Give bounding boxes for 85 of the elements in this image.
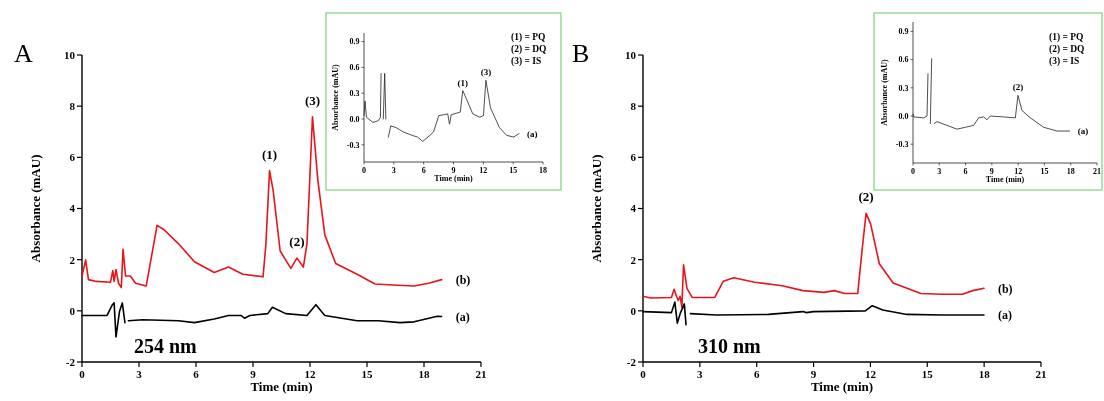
series-label: (a) xyxy=(997,308,1012,323)
x-tick-label: 18 xyxy=(1066,166,1075,176)
y-tick-label: 0 xyxy=(630,304,637,317)
annotation: (1) xyxy=(261,146,278,162)
x-axis-title: Time (min) xyxy=(810,379,874,394)
y-tick-label: 6 xyxy=(630,151,637,164)
annotation: (1) = PQ xyxy=(1049,32,1084,43)
y-tick-label: -2 xyxy=(626,355,637,368)
y-tick-label: 8 xyxy=(69,100,76,113)
y-tick-label: -2 xyxy=(65,355,76,368)
y-tick-label: 0 xyxy=(69,304,76,317)
series-label: (b) xyxy=(455,272,471,287)
annotation: (2) = DQ xyxy=(511,44,547,55)
y-axis-title: Absorbance (mAU) xyxy=(331,63,340,131)
x-tick-label: 9 xyxy=(250,368,257,380)
x-tick-label: 6 xyxy=(753,368,760,380)
x-tick-label: 3 xyxy=(136,368,143,380)
x-tick-label: 6 xyxy=(421,165,426,175)
y-tick-label: 0.3 xyxy=(349,89,360,98)
annotation: (3) = IS xyxy=(1049,56,1080,67)
annotation: 254 nm xyxy=(134,335,198,357)
y-tick-label: 10 xyxy=(625,48,637,61)
y-tick-label: 2 xyxy=(69,253,76,266)
x-tick-label: 9 xyxy=(810,368,817,380)
annotation: (3) xyxy=(304,92,321,108)
y-tick-label: 8 xyxy=(630,100,637,113)
series-label: (a) xyxy=(455,309,470,324)
x-tick-label: 21 xyxy=(1035,368,1047,380)
chart-title: A xyxy=(14,39,33,68)
y-tick-label: 0.0 xyxy=(898,111,909,121)
x-tick-label: 9 xyxy=(451,165,456,175)
y-tick-label: 0.6 xyxy=(349,63,360,73)
y-axis-title: Absorbance (mAU) xyxy=(880,58,889,126)
x-tick-label: 12 xyxy=(479,165,488,175)
annotation: 310 nm xyxy=(698,335,762,357)
y-tick-label: 4 xyxy=(630,202,637,215)
y-tick-label: 0.6 xyxy=(898,55,909,65)
series-label: (b) xyxy=(997,281,1013,296)
y-tick-label: 2 xyxy=(630,253,637,266)
x-tick-label: 18 xyxy=(539,165,547,175)
y-tick-label: 0.9 xyxy=(349,37,360,47)
chart-title: B xyxy=(572,39,590,68)
x-tick-label: 9 xyxy=(989,166,994,176)
series-label: (a) xyxy=(527,128,538,139)
x-tick-label: 6 xyxy=(193,368,200,380)
x-tick-label: 0 xyxy=(640,368,647,380)
annotation: (1) xyxy=(457,77,468,88)
annotation: (3) xyxy=(480,67,492,78)
y-tick-label: 0.9 xyxy=(898,27,909,37)
x-tick-label: 12 xyxy=(1014,166,1023,176)
x-tick-label: 21 xyxy=(475,368,487,380)
y-axis-title: Absorbance (mAU) xyxy=(28,154,43,263)
y-tick-label: 10 xyxy=(64,48,76,61)
y-tick-label: 4 xyxy=(69,202,76,215)
x-tick-label: 12 xyxy=(304,368,316,380)
annotation: (3) = IS xyxy=(511,56,542,67)
x-tick-label: 3 xyxy=(937,166,942,176)
x-tick-label: 15 xyxy=(921,368,934,380)
y-tick-label: 0.3 xyxy=(898,83,909,93)
x-tick-label: 15 xyxy=(361,368,373,380)
y-axis-title: Absorbance (mAU) xyxy=(589,154,604,263)
series-label: (a) xyxy=(1077,126,1089,137)
y-tick-label: 0.0 xyxy=(349,114,360,124)
y-tick-label: 6 xyxy=(69,151,76,164)
annotation: (1) = PQ xyxy=(511,32,546,43)
annotation: (2) xyxy=(1012,82,1024,93)
x-tick-label: 3 xyxy=(697,368,704,380)
y-tick-label: -0.3 xyxy=(346,140,360,150)
x-tick-label: 0 xyxy=(79,368,86,380)
y-tick-label: -0.3 xyxy=(895,140,909,149)
annotation: (2) xyxy=(858,189,874,205)
x-axis-title: Time (min) xyxy=(434,173,473,183)
x-tick-label: 6 xyxy=(963,166,968,176)
x-axis-title: Time (min) xyxy=(985,174,1025,184)
x-tick-label: 3 xyxy=(391,165,396,175)
x-tick-label: 15 xyxy=(509,165,518,175)
annotation: (2) xyxy=(289,234,305,250)
annotation: (2) = DQ xyxy=(1049,44,1085,55)
x-axis-title: Time (min) xyxy=(250,379,313,394)
line-series xyxy=(642,212,985,309)
x-tick-label: 18 xyxy=(978,368,991,380)
x-tick-label: 18 xyxy=(418,368,430,380)
x-tick-label: 15 xyxy=(1040,166,1049,176)
x-tick-label: 21 xyxy=(1093,166,1101,176)
x-tick-label: 12 xyxy=(864,368,877,380)
